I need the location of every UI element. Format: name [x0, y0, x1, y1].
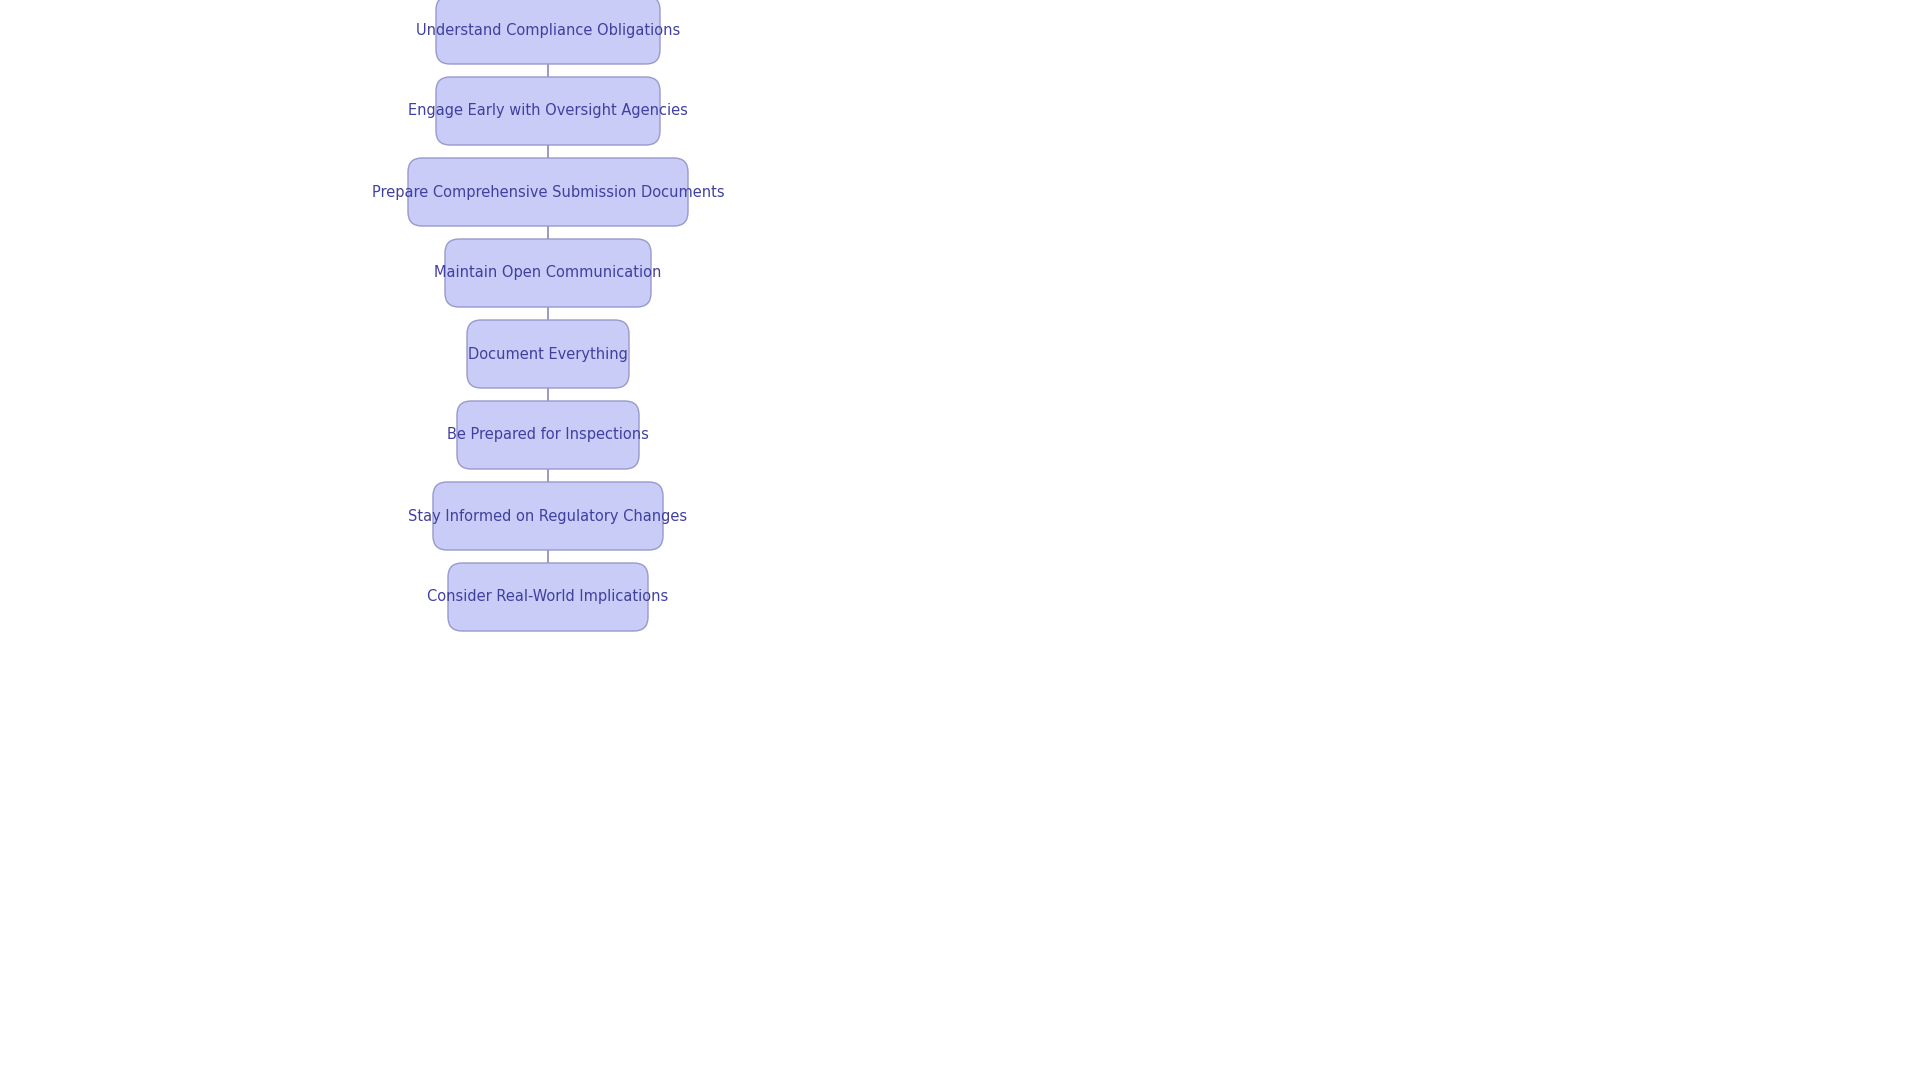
- FancyBboxPatch shape: [436, 0, 660, 64]
- Text: Document Everything: Document Everything: [468, 347, 628, 362]
- FancyBboxPatch shape: [434, 482, 662, 550]
- FancyBboxPatch shape: [445, 239, 651, 306]
- FancyBboxPatch shape: [457, 401, 639, 469]
- Text: Prepare Comprehensive Submission Documents: Prepare Comprehensive Submission Documen…: [372, 184, 724, 199]
- Text: Consider Real-World Implications: Consider Real-World Implications: [428, 589, 668, 604]
- Text: Maintain Open Communication: Maintain Open Communication: [434, 265, 662, 280]
- FancyBboxPatch shape: [447, 563, 649, 631]
- Text: Understand Compliance Obligations: Understand Compliance Obligations: [417, 23, 680, 38]
- FancyBboxPatch shape: [436, 77, 660, 145]
- Text: Engage Early with Oversight Agencies: Engage Early with Oversight Agencies: [409, 104, 687, 118]
- Text: Be Prepared for Inspections: Be Prepared for Inspections: [447, 428, 649, 443]
- FancyBboxPatch shape: [467, 319, 630, 388]
- FancyBboxPatch shape: [407, 158, 687, 226]
- Text: Stay Informed on Regulatory Changes: Stay Informed on Regulatory Changes: [409, 509, 687, 523]
